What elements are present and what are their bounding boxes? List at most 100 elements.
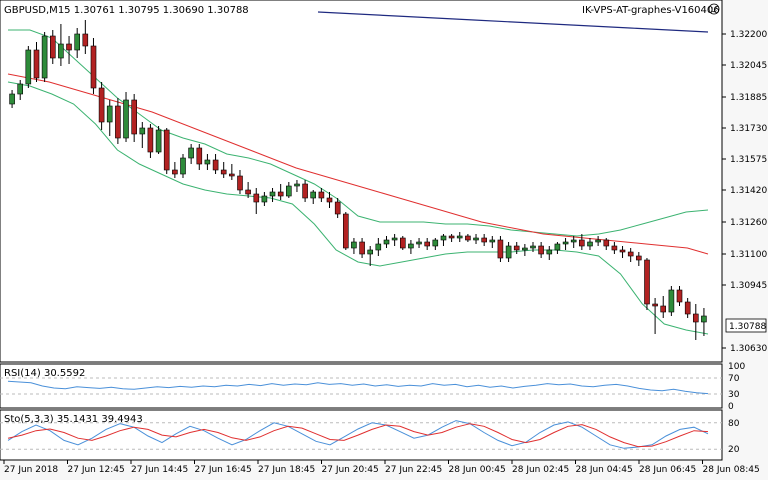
candle-bear-body [684, 301, 691, 315]
candle-bull-body [188, 147, 194, 159]
candle [668, 286, 675, 316]
stoch-level-label: 20 [728, 445, 740, 455]
price-tick-label: 1.32200 [730, 30, 767, 40]
candle [448, 234, 455, 242]
candle-bear-body [399, 237, 406, 249]
rsi-level-label: 100 [728, 362, 745, 372]
candle [98, 82, 105, 130]
rsi-line [7, 380, 709, 395]
candle-bull-body [204, 159, 211, 165]
rsi-panel [0, 363, 723, 409]
candle [74, 28, 80, 58]
time-tick-label: 27 Jun 2018 [4, 465, 58, 475]
price-tick-label: 1.30945 [730, 281, 767, 291]
candle [562, 238, 569, 250]
candle-bull-body [269, 191, 276, 197]
stoch-series: 80 20 [0, 419, 740, 455]
candle [9, 90, 15, 108]
candle-bull-body [456, 235, 463, 239]
candle-bull-body [391, 237, 398, 241]
candle [603, 238, 610, 250]
candle [115, 98, 121, 144]
candle [82, 20, 89, 54]
candle [294, 180, 300, 192]
time-tick-label: 28 Jun 06:45 [639, 465, 696, 475]
rsi-level-label: 70 [728, 374, 740, 384]
candle-bear-body [644, 259, 650, 305]
stoch-panel [0, 409, 723, 461]
candle-bear-body [603, 239, 610, 247]
candle-bull-body [440, 235, 447, 241]
candle-bear-body [147, 127, 154, 153]
candle-bull-body [530, 245, 536, 249]
terminal-name: IK-VPS-AT-graphes-V160406 [582, 5, 720, 16]
axes: 1.32200 1.32045 1.31885 1.31730 1.31575 1.314… [3, 30, 767, 475]
price-series [7, 11, 709, 340]
candle [342, 212, 349, 250]
stoch-k-line [7, 420, 709, 449]
candle [49, 30, 56, 64]
candle [334, 198, 341, 218]
smiley-icon[interactable] [708, 3, 720, 15]
time-tick-label: 28 Jun 08:45 [703, 465, 760, 475]
price-tick-label: 1.31885 [730, 93, 767, 103]
time-tick-label: 28 Jun 00:45 [449, 465, 506, 475]
candle [147, 124, 154, 158]
candle [155, 126, 162, 154]
candle [237, 170, 243, 194]
candle-bear-body [98, 87, 105, 123]
candle [701, 308, 707, 336]
stoch-label: Sto(5,3,3) 35.1431 39.4943 [4, 414, 143, 425]
current-price-tag [725, 318, 767, 333]
candle-bull-body [9, 93, 15, 105]
candle [245, 182, 251, 198]
candle-bull-body [123, 99, 129, 139]
candle-bear-body [172, 169, 178, 175]
candle [106, 100, 113, 136]
candle [261, 192, 268, 206]
candle [123, 92, 129, 142]
candle [522, 244, 528, 256]
candle-bull-body [546, 249, 553, 255]
candle [660, 296, 667, 318]
candle-bear-body [424, 241, 431, 247]
candle-bull-body [261, 195, 268, 203]
candle [131, 94, 137, 142]
price-tick-label: 1.32045 [730, 61, 767, 71]
time-tick-label: 27 Jun 12:45 [68, 465, 125, 475]
candle-bear-body [448, 235, 455, 239]
time-tick-label: 27 Jun 22:45 [385, 465, 442, 475]
candle [41, 32, 48, 82]
candle-bull-body [25, 49, 32, 85]
candle [25, 46, 32, 88]
candle [163, 128, 170, 174]
candle-bear-body [627, 251, 634, 257]
candle [253, 188, 260, 214]
candle [367, 246, 374, 266]
band-lower-line [7, 81, 709, 335]
candle-bear-body [212, 159, 219, 171]
candle-bear-body [342, 213, 349, 249]
candle [481, 234, 488, 246]
price-tick-label: 1.30630 [730, 344, 767, 354]
candle [204, 154, 211, 170]
symbol-info: GBPUSD,M15 1.30761 1.30795 1.30690 1.307… [4, 5, 249, 16]
candle [424, 238, 431, 250]
candle-bear-body [90, 45, 97, 89]
candle-bull-body [155, 129, 162, 153]
candle-bear-body [660, 305, 667, 313]
candle [595, 236, 601, 246]
candle [546, 246, 553, 260]
candle [416, 238, 422, 248]
candle-bull-body [701, 315, 707, 323]
candle-bear-body [66, 43, 72, 51]
candle [326, 192, 333, 208]
candle-bull-body [416, 241, 422, 245]
price-tick-label: 1.31420 [730, 186, 767, 196]
candle-bull-body [432, 239, 439, 247]
candle [456, 232, 463, 242]
candle [676, 286, 683, 306]
candle [570, 236, 577, 248]
